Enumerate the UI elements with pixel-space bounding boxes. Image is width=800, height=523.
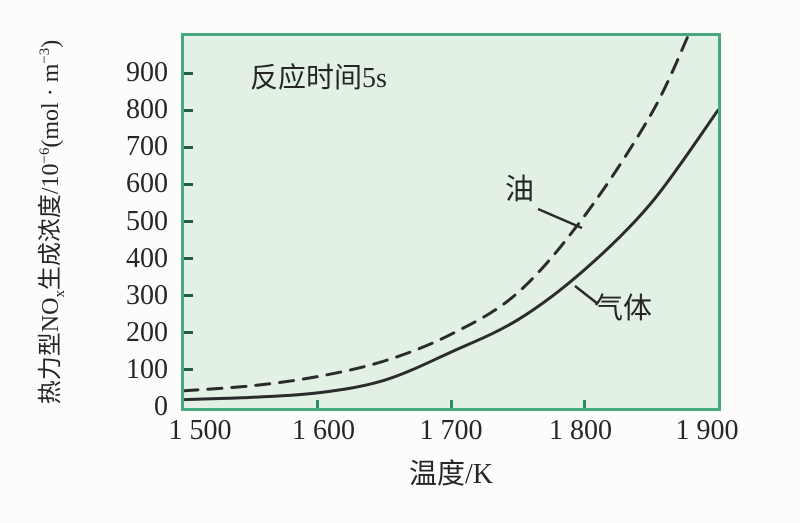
y-axis-tick-mark — [184, 182, 193, 186]
y-axis-tick-mark — [184, 331, 193, 335]
y-axis-tick-label: 100 — [126, 353, 168, 385]
y-axis-tick-label: 500 — [126, 205, 168, 237]
y-axis-title-text: (mol · m — [38, 63, 64, 148]
oil-leader-line — [537, 207, 583, 230]
y-axis-tick-mark — [184, 71, 193, 75]
x-axis-title: 温度/K — [408, 459, 493, 490]
x-axis-tick-label: 1 600 — [292, 415, 355, 446]
x-axis-tick-mark — [583, 400, 586, 408]
y-axis-tick-mark — [184, 145, 193, 149]
x-axis-tick-mark — [316, 400, 319, 408]
oil-curve — [184, 36, 690, 393]
y-axis-title-superscript: −6 — [37, 147, 53, 164]
y-axis-title-subscript: x — [51, 290, 68, 298]
annotation-reaction-time: 反应时间5s — [250, 63, 387, 94]
y-axis-title-superscript: −3 — [37, 47, 53, 64]
y-axis-tick-label: 200 — [126, 316, 168, 348]
x-axis-tick-label: 1 900 — [675, 415, 739, 446]
y-axis-tick-label: 800 — [126, 94, 168, 126]
y-axis-tick-mark — [184, 294, 193, 298]
y-axis-title: 热力型NOx生成浓度/10−6(mol · m−3) — [29, 2, 68, 442]
y-axis-tick-label: 600 — [126, 168, 168, 200]
y-axis-tick-label: 400 — [126, 242, 168, 274]
y-axis-tick-label: 0 — [154, 391, 168, 422]
x-axis-tick-label: 1 700 — [419, 415, 483, 446]
y-axis-tick-mark — [184, 257, 193, 261]
gas-series-label: 气体 — [594, 293, 653, 325]
x-axis-tick-label: 1 800 — [549, 415, 612, 446]
curves-svg — [184, 36, 718, 402]
y-axis-title-text: 热力型NO — [38, 297, 64, 405]
gas-leader-line — [574, 285, 599, 305]
y-axis-tick-label: 300 — [126, 279, 168, 311]
y-axis-title-text: 生成浓度/10 — [38, 163, 64, 291]
y-axis-tick-label: 900 — [126, 57, 168, 89]
gas-curve — [184, 108, 718, 402]
y-axis-tick-mark — [184, 108, 193, 112]
y-axis-tick-mark — [184, 368, 193, 372]
y-axis-tick-label: 700 — [126, 131, 168, 163]
x-axis-tick-label: 1 500 — [168, 415, 232, 446]
plot-area — [181, 33, 721, 411]
x-axis-tick-mark — [449, 400, 453, 408]
y-axis-title-text: ) — [38, 39, 64, 48]
oil-series-label: 油 — [505, 174, 535, 206]
y-axis-tick-mark — [184, 220, 193, 223]
